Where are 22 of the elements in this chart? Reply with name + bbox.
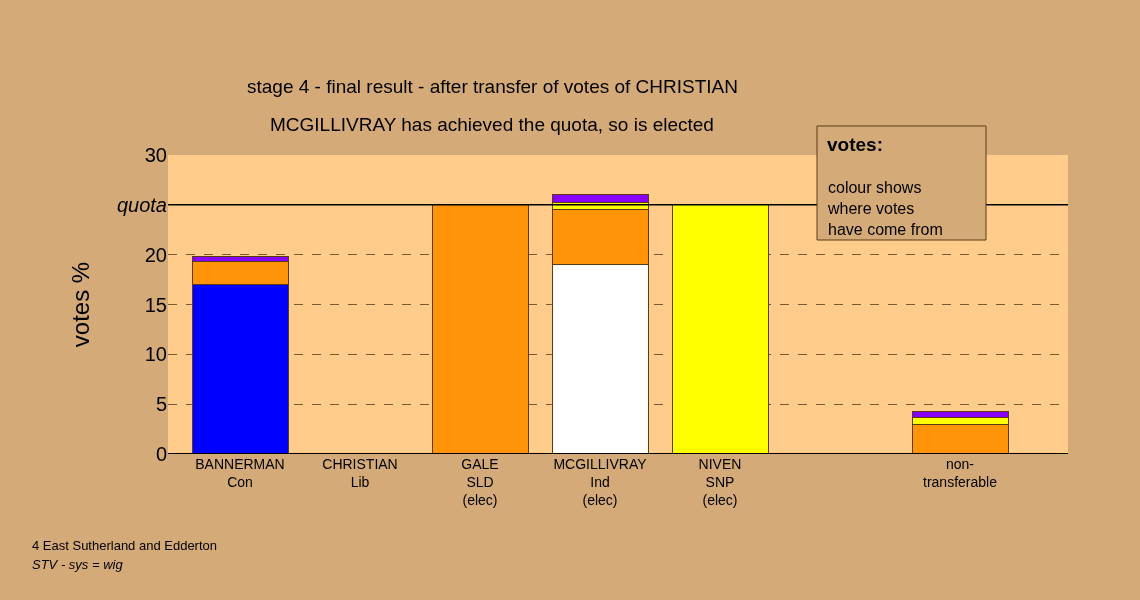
y-tick-label: 10 [144, 343, 167, 366]
x-tick-label: BANNERMAN Con [195, 456, 285, 491]
x-tick-label: CHRISTIAN Lib [322, 456, 398, 491]
text: STV - sys = wig [32, 557, 124, 572]
x-tick-label: non- transferable [923, 456, 998, 491]
chart-subtitle: MCGILLIVRAY has achieved the quota, so is elected [270, 114, 714, 135]
y-tick-label: 15 [144, 293, 167, 316]
text: 4 East Sutherland and Edderton [32, 538, 218, 553]
bar [431, 204, 529, 454]
y-axis-title: votes % [67, 261, 95, 348]
y-tick-label: quota [116, 193, 167, 216]
x-tick-label: MCGILLIVRAY Ind (elec) [553, 456, 648, 509]
annotation: colour shows where votes have come from [827, 179, 943, 238]
y-tick-label: 5 [155, 393, 167, 416]
chart-title: stage 4 - final result - after transfer of votes of CHRISTIAN [247, 76, 739, 97]
bar [671, 204, 769, 454]
y-tick-label: 0 [155, 443, 167, 465]
y-tick-label: 20 [144, 243, 167, 266]
annotation: votes: [827, 134, 883, 155]
x-tick-label: NIVEN SNP (elec) [698, 456, 742, 509]
x-tick-label: GALE SLD (elec) [461, 456, 499, 509]
y-tick-label: 30 [144, 144, 167, 166]
